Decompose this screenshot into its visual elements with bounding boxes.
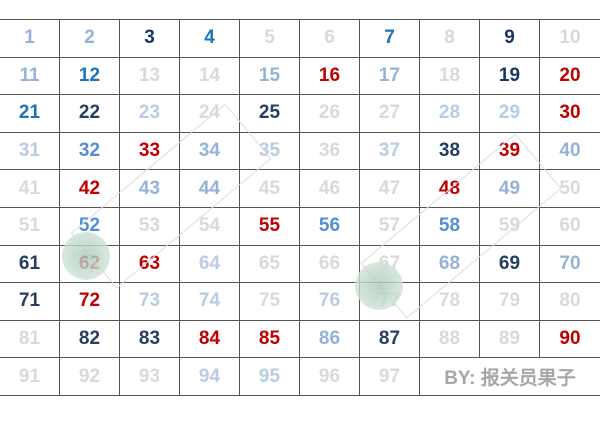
number-cell: 53	[120, 207, 180, 246]
number-cell: 42	[60, 170, 120, 208]
number-cell: 2	[60, 20, 120, 58]
number-cell: 1	[0, 20, 60, 58]
number-cell: 5	[240, 20, 300, 58]
number-cell: 47	[360, 170, 420, 208]
number-cell: 59	[480, 207, 540, 246]
credit-label: BY: 报关员果子	[420, 358, 600, 396]
number-cell: 3	[120, 20, 180, 58]
number-cell: 73	[120, 283, 180, 321]
number-cell: 10	[540, 20, 600, 58]
number-cell: 33	[120, 132, 180, 171]
number-cell: 11	[0, 57, 60, 96]
number-cell: 17	[360, 57, 420, 96]
number-cell: 30	[540, 95, 600, 133]
number-cell: 55	[240, 207, 300, 246]
number-cell: 87	[360, 320, 420, 359]
number-cell: 49	[480, 170, 540, 208]
number-cell: 51	[0, 207, 60, 246]
number-cell: 83	[120, 320, 180, 359]
number-cell: 92	[60, 358, 120, 396]
number-cell: 20	[540, 58, 600, 96]
number-cell: 12	[60, 57, 120, 96]
number-cell: 48	[420, 170, 480, 208]
number-cell: 82	[60, 320, 120, 359]
number-cell: 60	[540, 208, 600, 246]
number-cell: 15	[240, 57, 300, 96]
number-cell: 40	[540, 133, 600, 171]
number-cell: 14	[180, 57, 240, 96]
number-cell: 81	[0, 320, 60, 359]
number-cell: 68	[420, 245, 480, 284]
number-cell: 84	[180, 320, 240, 359]
number-cell: 37	[360, 132, 420, 171]
number-cell: 8	[420, 20, 480, 58]
number-cell: 9	[480, 20, 540, 58]
number-cell: 70	[540, 246, 600, 284]
number-cell: 36	[300, 132, 360, 171]
number-cell: 45	[240, 170, 300, 208]
number-cell: 85	[240, 320, 300, 359]
number-cell: 18	[420, 57, 480, 96]
watermark-stamp	[355, 262, 403, 310]
number-cell: 41	[0, 170, 60, 208]
number-cell: 25	[240, 95, 300, 133]
number-cell: 31	[0, 132, 60, 171]
number-cell: 27	[360, 95, 420, 133]
number-cell: 56	[300, 207, 360, 246]
number-cell: 93	[120, 358, 180, 396]
number-cell: 24	[180, 95, 240, 133]
number-cell: 28	[420, 95, 480, 133]
number-cell: 58	[420, 207, 480, 246]
number-cell: 78	[420, 283, 480, 321]
number-cell: 71	[0, 283, 60, 321]
number-cell: 6	[300, 20, 360, 58]
number-cell: 76	[300, 283, 360, 321]
number-cell: 29	[480, 95, 540, 133]
number-grid: 1 2 3 4 5 6 7 8 9 10 11 12 13 14 15 16 17 18 19 20 21 22 23 24 2…	[0, 19, 600, 396]
number-cell: 7	[360, 20, 420, 58]
number-cell: 74	[180, 283, 240, 321]
number-cell: 91	[0, 358, 60, 396]
number-cell: 72	[60, 283, 120, 321]
number-cell: 26	[300, 95, 360, 133]
number-cell: 69	[480, 245, 540, 284]
number-cell: 79	[480, 283, 540, 321]
number-cell: 44	[180, 170, 240, 208]
number-cell: 89	[480, 320, 540, 359]
watermark-stamp	[62, 232, 110, 280]
number-cell: 50	[540, 170, 600, 208]
number-cell: 19	[480, 57, 540, 96]
number-cell: 95	[240, 358, 300, 396]
number-cell: 54	[180, 207, 240, 246]
number-cell: 21	[0, 95, 60, 133]
number-cell: 94	[180, 358, 240, 396]
number-cell: 90	[540, 321, 600, 359]
number-cell: 43	[120, 170, 180, 208]
number-cell: 61	[0, 245, 60, 284]
number-cell: 38	[420, 132, 480, 171]
number-cell: 34	[180, 132, 240, 171]
number-cell: 65	[240, 245, 300, 284]
number-cell: 96	[300, 358, 360, 396]
number-cell: 64	[180, 245, 240, 284]
number-cell: 39	[480, 132, 540, 171]
number-cell: 23	[120, 95, 180, 133]
number-cell: 4	[180, 20, 240, 58]
number-cell: 86	[300, 320, 360, 359]
number-cell: 32	[60, 132, 120, 171]
number-cell: 35	[240, 132, 300, 171]
number-cell: 88	[420, 320, 480, 359]
number-cell: 80	[540, 283, 600, 321]
number-cell: 22	[60, 95, 120, 133]
number-cell: 63	[120, 245, 180, 284]
number-cell: 75	[240, 283, 300, 321]
number-cell: 13	[120, 57, 180, 96]
number-cell: 97	[360, 358, 420, 396]
number-cell: 46	[300, 170, 360, 208]
number-cell: 66	[300, 245, 360, 284]
number-cell: 57	[360, 207, 420, 246]
number-cell: 16	[300, 57, 360, 96]
